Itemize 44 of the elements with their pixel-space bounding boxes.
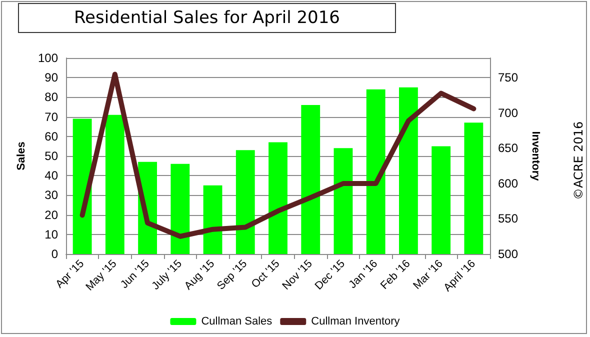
bar [170,164,190,254]
y-tick-label: 100 [38,51,58,65]
y2-axis-title: Inventory [530,131,542,182]
x-tick-label: Nov '15 [280,258,315,292]
bar [464,122,484,254]
bar [366,89,386,254]
y2-tick-label: 600 [498,176,518,190]
y2-tick-label: 500 [498,247,518,261]
chart-title: Residential Sales for April 2016 [18,3,396,33]
y-tick-label: 70 [44,110,58,124]
x-tick-label: July '15 [150,258,184,292]
x-tick-label: Dec '15 [312,258,348,292]
text: ©ACRE 2016 [572,121,586,200]
y-tick-label: 40 [44,168,58,183]
y-tick-label: 30 [44,188,58,202]
bar [334,148,353,254]
y-tick-label: 60 [44,129,58,144]
y-tick-label: 80 [44,90,58,104]
y-tick-label: 10 [44,227,58,242]
y-tick-label: 50 [44,149,58,163]
legend-label: Cullman Inventory [311,316,400,328]
bar [432,146,451,254]
bar [399,87,418,254]
x-tick-label: Jun '15 [118,258,152,292]
x-tick-label: Feb '16 [378,258,413,292]
bar [268,142,288,254]
y-tick-label: 90 [44,70,58,85]
x-tick-label: Sep '15 [215,258,250,292]
bar [72,118,92,254]
x-tick-label: Mar '16 [411,258,446,292]
y2-tick-label: 550 [498,212,518,226]
y2-tick-label: 750 [498,70,518,85]
x-tick-label: Aug '15 [182,258,218,292]
bar [105,114,124,254]
x-tick-label: Oct '15 [249,258,282,291]
y-tick-label: 20 [44,208,58,222]
y2-tick-label: 650 [498,141,518,156]
bar [203,185,222,254]
legend-label: Cullman Sales [201,316,273,328]
y-axis-title: Sales [16,142,28,170]
bar [301,105,320,254]
x-tick-label: Jan '16 [346,258,380,292]
bar [236,150,255,254]
y2-tick-label: 700 [498,106,518,120]
